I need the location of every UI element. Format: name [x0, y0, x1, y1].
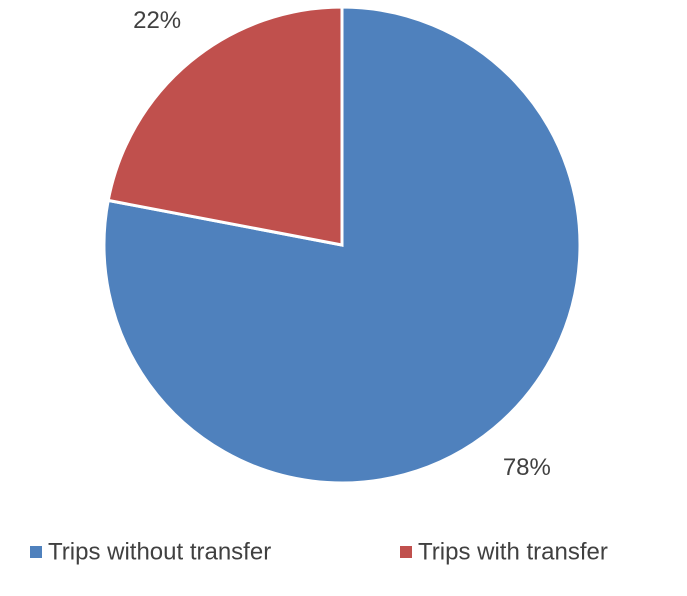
data-label: 22%	[133, 7, 181, 34]
legend-label: Trips with transfer	[418, 538, 608, 565]
legend-swatch	[30, 546, 42, 558]
pie-slice	[106, 5, 344, 247]
legend-swatch	[400, 546, 412, 558]
data-label: 78%	[503, 454, 551, 481]
legend-label: Trips without transfer	[48, 538, 271, 565]
